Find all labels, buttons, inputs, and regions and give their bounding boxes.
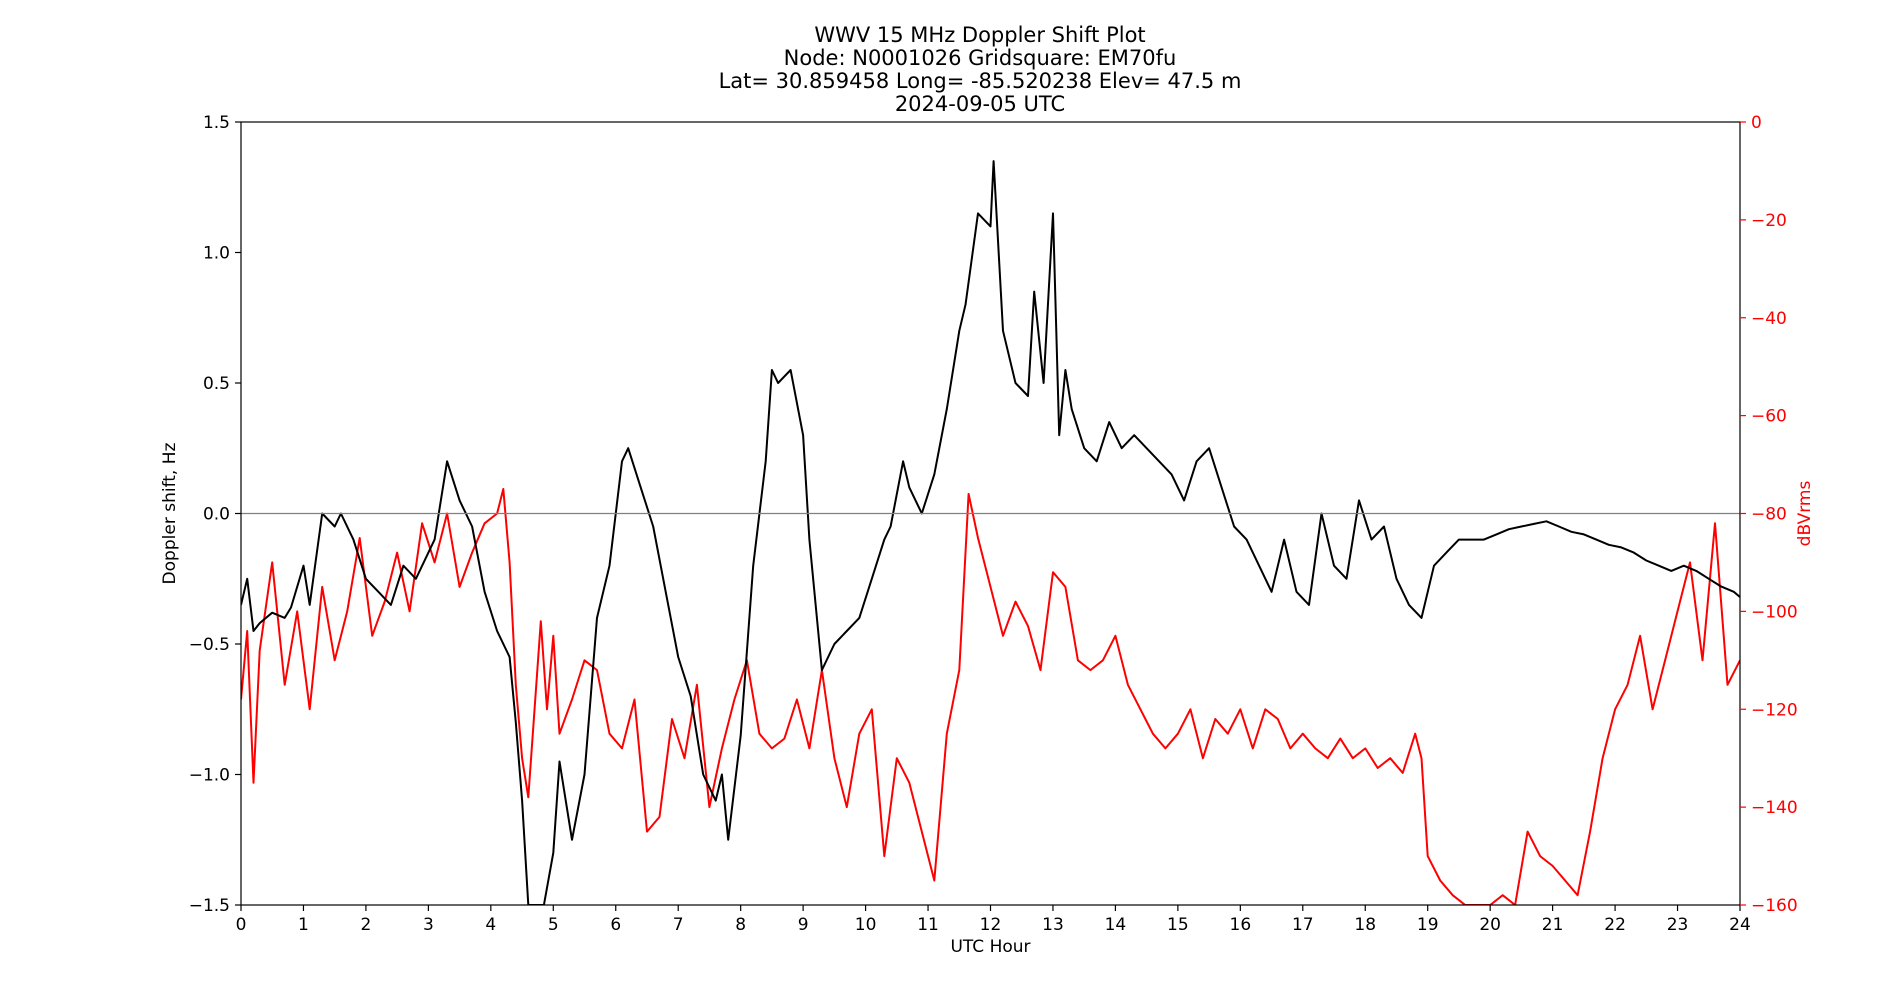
y2-tick-label: −140 — [1751, 798, 1798, 818]
x-tick-label: 2 — [361, 915, 372, 935]
x-tick-label: 12 — [980, 915, 1002, 935]
y-tick-label: 0.0 — [203, 505, 230, 525]
doppler-series-line — [241, 160, 1740, 905]
x-tick-label: 18 — [1354, 915, 1376, 935]
x-tick-label: 22 — [1604, 915, 1626, 935]
x-tick-label: 21 — [1542, 915, 1564, 935]
x-axis-label: UTC Hour — [950, 937, 1030, 957]
x-tick-label: 10 — [855, 915, 877, 935]
y2-tick-label: −40 — [1751, 309, 1787, 329]
y2-tick-label: −80 — [1751, 505, 1787, 525]
series-layer — [241, 160, 1740, 905]
y-tick-label: 0.5 — [203, 374, 230, 394]
y-axis-label-right: dBVrms — [1795, 481, 1815, 547]
x-tick-label: 4 — [485, 915, 496, 935]
y-tick-label: −1.0 — [189, 766, 230, 786]
y2-tick-label: −120 — [1751, 700, 1798, 720]
x-tick-label: 13 — [1042, 915, 1064, 935]
x-tick-label: 23 — [1667, 915, 1689, 935]
x-tick-label: 0 — [236, 915, 247, 935]
y2-tick-label: −60 — [1751, 407, 1787, 427]
y2-tick-label: −100 — [1751, 602, 1798, 622]
x-tick-label: 8 — [735, 915, 746, 935]
title-line-1: WWV 15 MHz Doppler Shift Plot — [814, 23, 1145, 47]
chart-title: WWV 15 MHz Doppler Shift Plot Node: N000… — [719, 23, 1242, 116]
x-tick-label: 6 — [610, 915, 621, 935]
x-axis: 0 1 2 3 4 5 6 7 8 9 10 11 12 13 14 15 16 17 18 19 20 21 22 23 24 — [236, 905, 1751, 935]
x-tick-label: 14 — [1105, 915, 1127, 935]
title-line-4: 2024-09-05 UTC — [895, 92, 1065, 116]
x-tick-label: 16 — [1230, 915, 1252, 935]
x-tick-label: 5 — [548, 915, 559, 935]
y-axis-right: −160 −140 −120 −100 −80 −60 −40 −20 0 — [1740, 113, 1798, 916]
title-line-3: Lat= 30.859458 Long= -85.520238 Elev= 47… — [719, 69, 1242, 93]
y-axis-label-left: Doppler shift, Hz — [160, 442, 180, 584]
x-tick-label: 9 — [798, 915, 809, 935]
x-tick-label: 15 — [1167, 915, 1189, 935]
y-tick-label: −0.5 — [189, 635, 230, 655]
y2-tick-label: 0 — [1751, 113, 1762, 133]
power-series-line — [241, 488, 1740, 905]
y-tick-label: −1.5 — [189, 896, 230, 916]
x-tick-label: 1 — [298, 915, 309, 935]
title-line-2: Node: N0001026 Gridsquare: EM70fu — [784, 46, 1177, 70]
x-tick-label: 24 — [1729, 915, 1751, 935]
y-tick-label: 1.0 — [203, 244, 230, 264]
y2-tick-label: −160 — [1751, 896, 1798, 916]
y2-tick-label: −20 — [1751, 211, 1787, 231]
x-tick-label: 11 — [917, 915, 939, 935]
x-tick-label: 3 — [423, 915, 434, 935]
y-tick-label: 1.5 — [203, 113, 230, 133]
x-tick-label: 7 — [673, 915, 684, 935]
x-tick-label: 19 — [1417, 915, 1439, 935]
x-tick-label: 20 — [1479, 915, 1501, 935]
y-axis-left: −1.5 −1.0 −0.5 0.0 0.5 1.0 1.5 — [189, 113, 241, 916]
x-tick-label: 17 — [1292, 915, 1314, 935]
